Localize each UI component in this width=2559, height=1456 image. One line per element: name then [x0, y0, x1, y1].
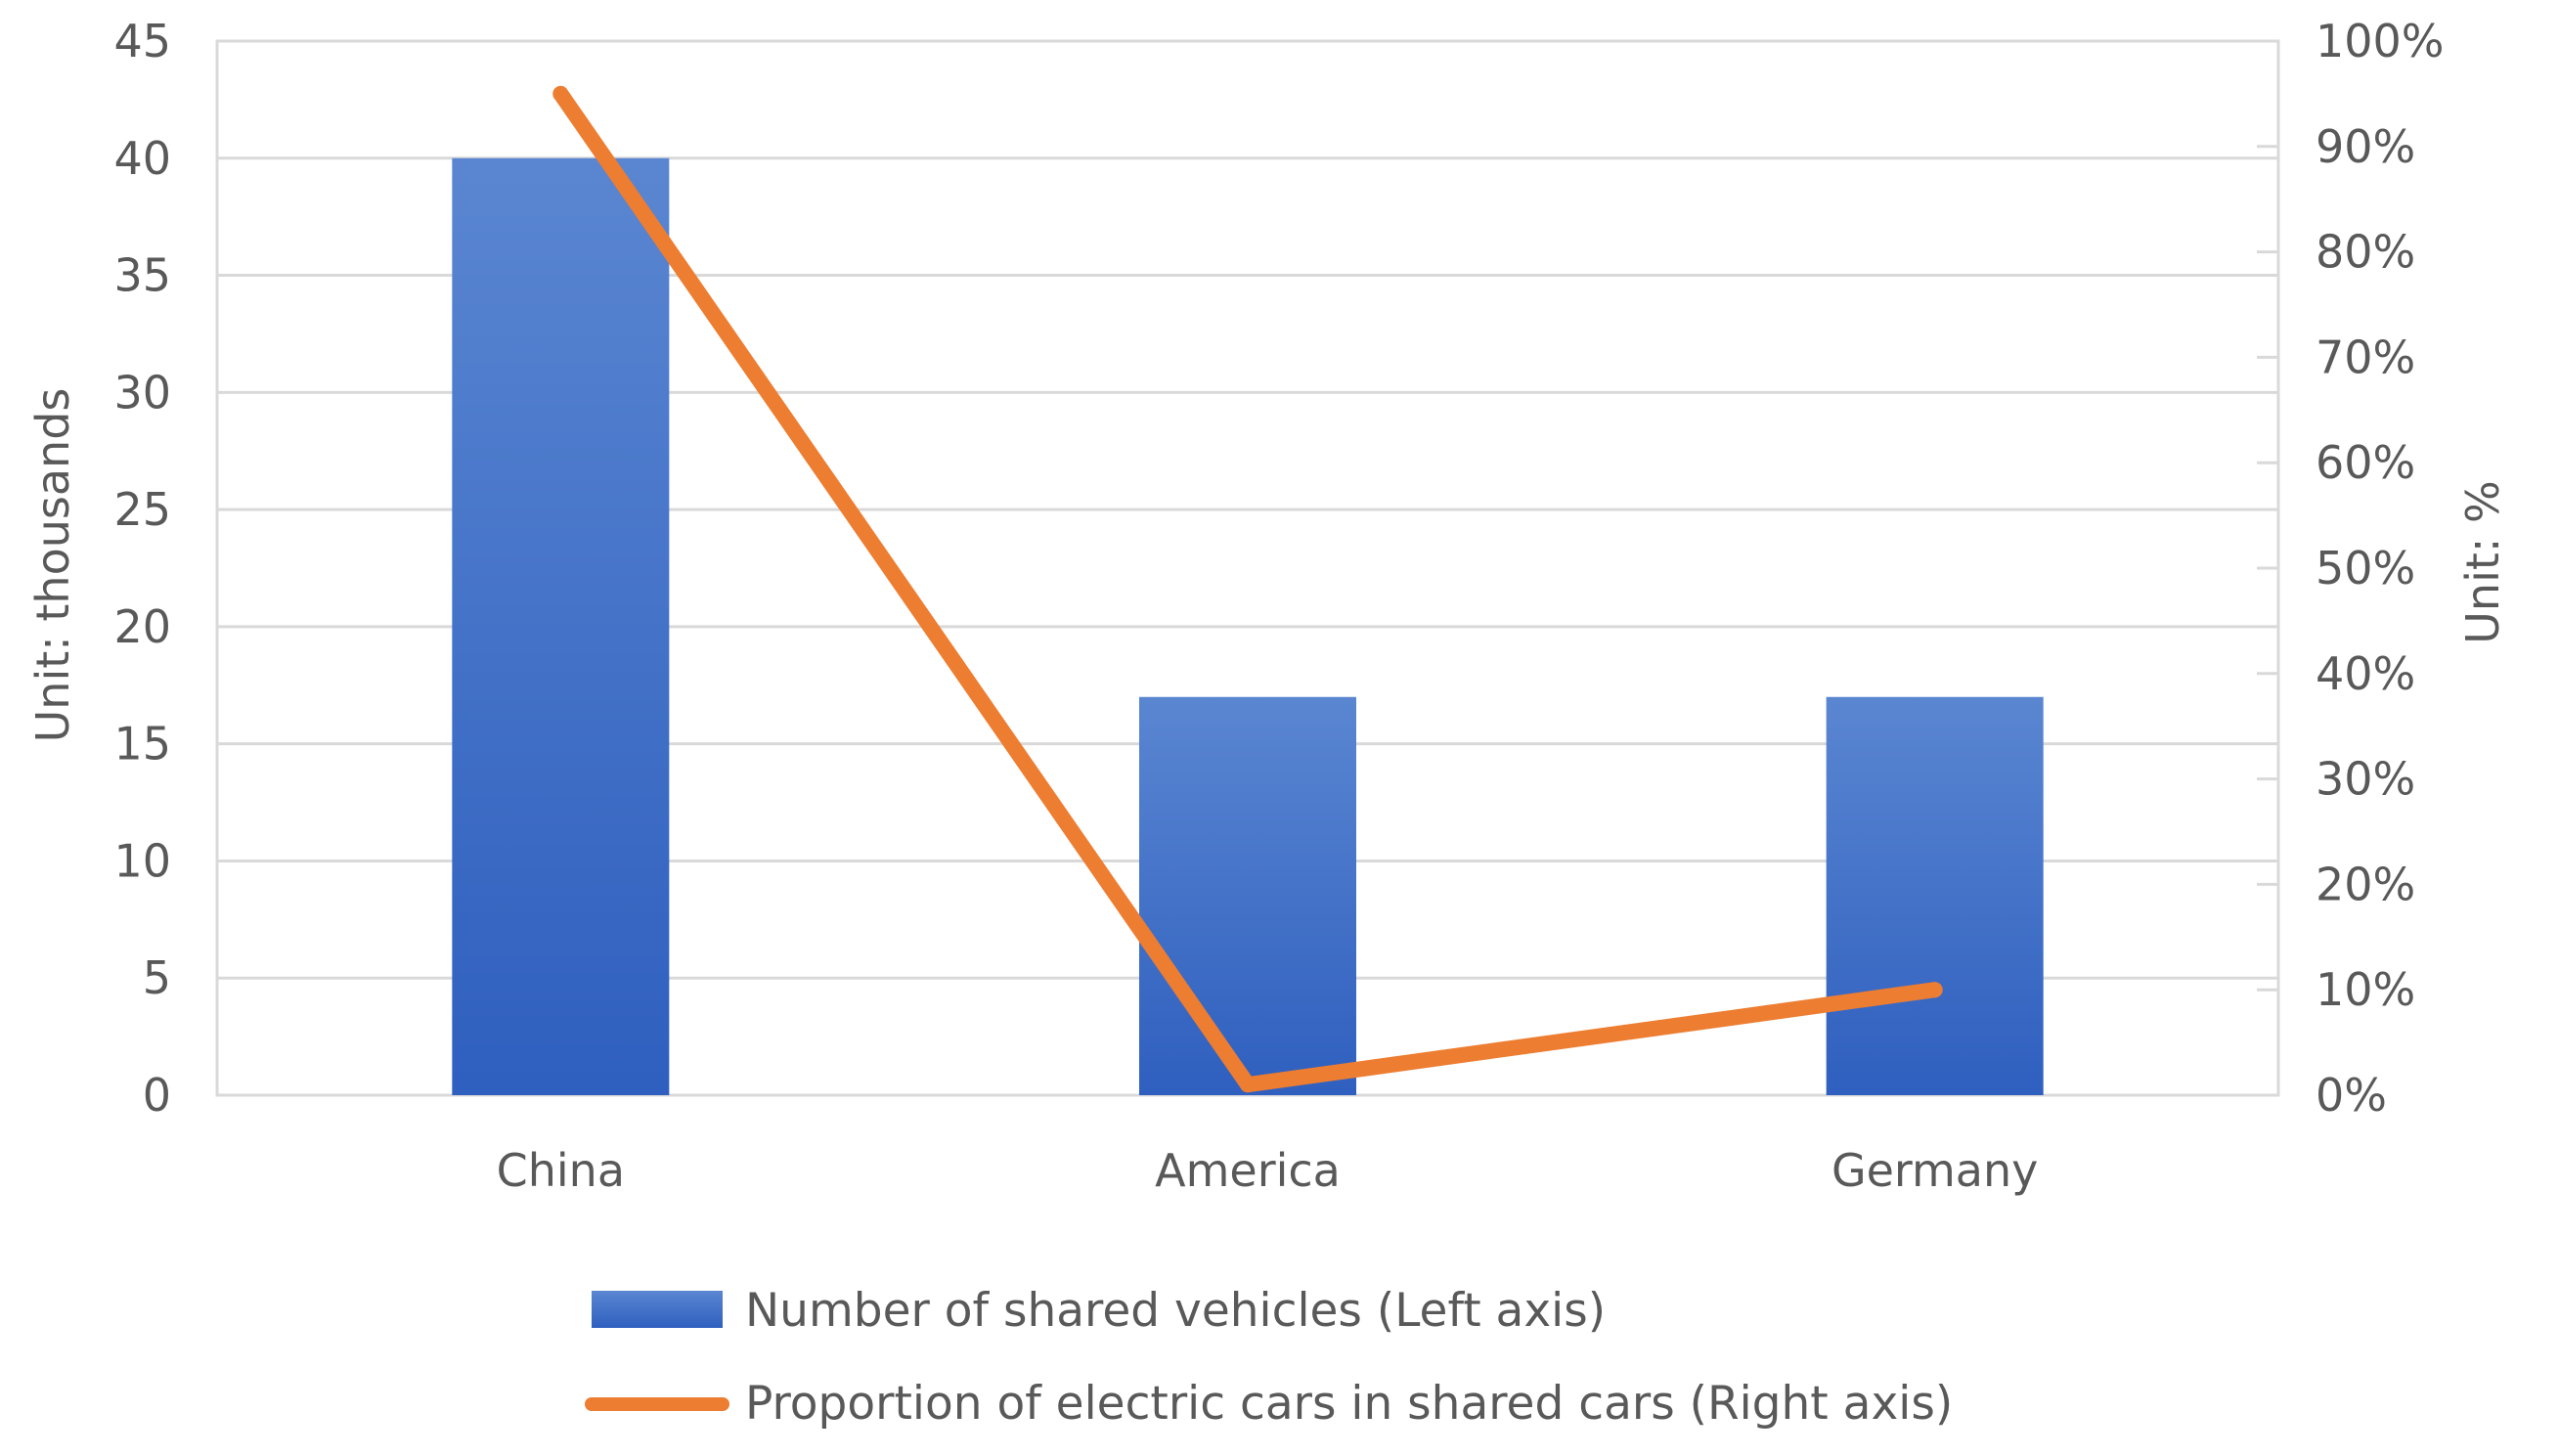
category-label-america: America	[1155, 1144, 1341, 1197]
left-tick-label: 40	[113, 132, 171, 185]
left-tick-label: 5	[143, 951, 171, 1004]
legend-item-bar: Number of shared vehicles (Left axis)	[592, 1284, 1606, 1338]
left-tick-label: 20	[113, 600, 171, 653]
legend: Number of shared vehicles (Left axis) Pr…	[585, 1284, 1953, 1431]
category-axis-labels: China America Germany	[497, 1144, 2039, 1197]
category-label-germany: Germany	[1831, 1144, 2038, 1197]
legend-line-label: Proportion of electric cars in shared ca…	[745, 1377, 1953, 1431]
plot-area	[215, 39, 2280, 1097]
legend-item-line: Proportion of electric cars in shared ca…	[585, 1377, 1953, 1431]
left-axis-title: Unit: thousands	[26, 388, 79, 743]
right-tick-label: 90%	[2316, 120, 2415, 173]
bar-america	[1139, 696, 1356, 1095]
line-series	[552, 85, 1943, 1093]
bar-series	[452, 157, 2044, 1095]
legend-bar-swatch	[592, 1291, 723, 1328]
left-tick-label: 25	[113, 483, 171, 536]
right-tick-label: 80%	[2316, 226, 2415, 279]
right-tick-label: 40%	[2316, 647, 2415, 700]
legend-bar-label: Number of shared vehicles (Left axis)	[745, 1284, 1606, 1338]
left-axis-ticks: 0 5 10 15 20 25 30 35 40 45	[113, 15, 171, 1122]
left-tick-label: 0	[143, 1069, 171, 1122]
bar-china	[452, 157, 670, 1095]
left-tick-label: 45	[113, 15, 171, 67]
left-tick-label: 30	[113, 366, 171, 419]
left-tick-label: 15	[113, 718, 171, 771]
right-tick-label: 70%	[2316, 331, 2415, 383]
right-axis-title: Unit: %	[2456, 480, 2509, 643]
line-point-america	[1240, 1077, 1256, 1093]
bar-germany	[1826, 696, 2044, 1095]
right-tick-label: 20%	[2316, 858, 2415, 910]
right-axis-tick-marks	[2257, 39, 2278, 1097]
right-tick-label: 50%	[2316, 542, 2415, 595]
right-axis-ticks: 0% 10% 20% 30% 40% 50% 60% 70% 80% 90% 100%	[2316, 15, 2445, 1122]
right-tick-label: 100%	[2316, 15, 2445, 67]
category-label-china: China	[497, 1144, 625, 1197]
right-tick-label: 10%	[2316, 963, 2415, 1016]
right-tick-label: 30%	[2316, 753, 2415, 806]
right-tick-label: 60%	[2316, 436, 2415, 489]
line-point-china	[552, 85, 569, 102]
line-point-germany	[1926, 982, 1943, 998]
right-tick-label: 0%	[2316, 1069, 2387, 1122]
left-tick-label: 35	[113, 249, 171, 302]
left-tick-label: 10	[113, 834, 171, 887]
